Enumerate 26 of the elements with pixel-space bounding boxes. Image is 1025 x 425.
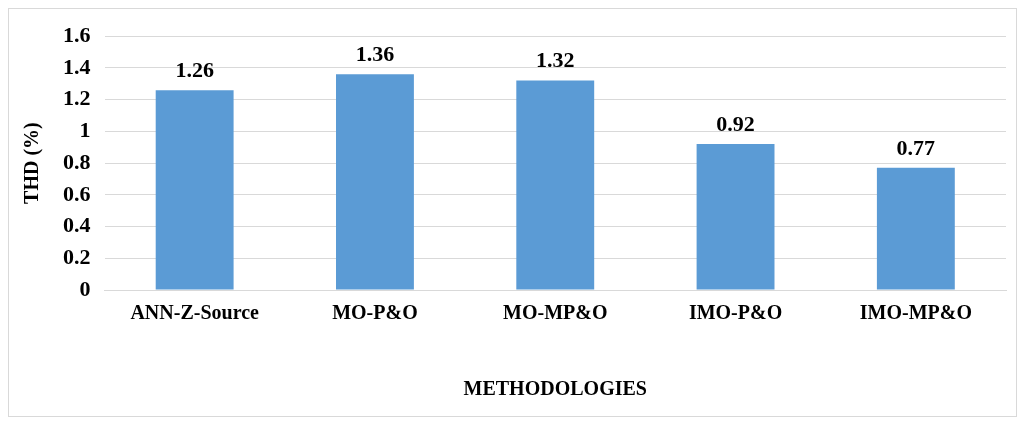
x-tick-label: IMO-P&O	[688, 301, 783, 324]
x-tick-label: ANN-Z-Source	[130, 301, 260, 324]
x-axis-title: METHODOLOGIES	[463, 377, 647, 400]
bar	[516, 80, 595, 290]
y-tick-label: 0	[79, 275, 91, 301]
y-tick-label: 0.4	[63, 212, 91, 238]
data-label: 0.77	[896, 134, 936, 160]
y-tick-label: 0.6	[63, 180, 91, 206]
data-label: 0.92	[716, 110, 755, 136]
data-label: 1.36	[355, 40, 395, 66]
y-tick-label: 1.4	[63, 53, 91, 79]
bar	[696, 144, 775, 290]
bar	[336, 74, 414, 290]
bar	[876, 167, 955, 290]
y-tick-label: 0.8	[63, 148, 91, 174]
data-label: 1.32	[536, 47, 575, 73]
y-tick-label: 1	[79, 117, 91, 143]
x-tick-label: MO-MP&O	[503, 301, 608, 324]
y-tick-label: 1.2	[63, 85, 91, 111]
y-axis-title: THD (%)	[20, 122, 44, 204]
x-tick-label: MO-P&O	[332, 301, 418, 324]
x-tick-label: IMO-MP&O	[859, 301, 972, 324]
data-label: 1.26	[175, 56, 214, 82]
bar	[155, 90, 234, 290]
y-tick-label: 0.2	[63, 243, 91, 269]
y-tick-label: 1.6	[63, 21, 91, 47]
